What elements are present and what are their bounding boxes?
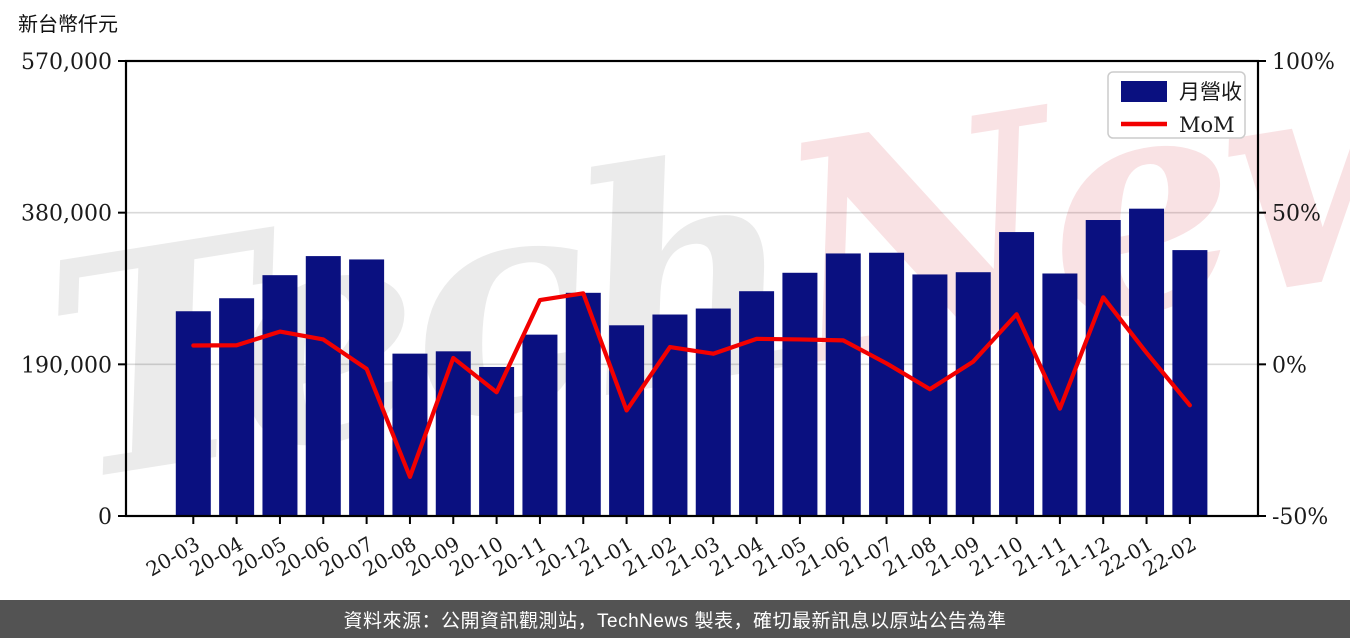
plot-border	[124, 59, 1260, 518]
revenue-bar-21-08	[912, 274, 948, 516]
legend-label-mom: MoM	[1179, 113, 1235, 137]
revenue-bar-21-04	[739, 291, 775, 516]
left-tick-label: 190,000	[21, 353, 112, 378]
revenue-mom-chart: TechNews0190,000380,000570,000-50%0%50%1…	[21, 0, 1350, 581]
revenue-bar-20-05	[262, 275, 298, 516]
right-tick-label: -50%	[1272, 505, 1328, 530]
right-tick-label: 0%	[1272, 353, 1307, 378]
left-tick-label: 570,000	[21, 50, 112, 75]
revenue-bar-21-12	[1085, 220, 1121, 516]
revenue-bar-21-05	[782, 272, 818, 516]
revenue-bar-21-06	[825, 253, 861, 516]
revenue-bar-20-11	[522, 334, 558, 516]
revenue-bar-22-02	[1172, 250, 1208, 517]
mom-line	[191, 291, 1192, 479]
legend: 月營收 MoM	[1107, 71, 1246, 139]
revenue-bar-22-01	[1129, 208, 1165, 516]
revenue-bar-21-01	[609, 325, 645, 516]
legend-swatch-bar	[1121, 81, 1167, 102]
revenue-bar-20-09	[435, 351, 471, 516]
right-tick-label: 50%	[1272, 202, 1321, 227]
revenue-bar-20-04	[219, 298, 255, 516]
revenue-bar-21-03	[695, 308, 731, 516]
footer-source-text: 資料來源：公開資訊觀測站，TechNews 製表，確切最新訊息以原站公告為準	[343, 610, 1007, 632]
revenue-bar-21-02	[652, 314, 688, 516]
left-tick-label: 0	[98, 505, 112, 530]
revenue-bar-21-07	[869, 252, 905, 517]
left-tick-label: 380,000	[21, 202, 112, 227]
y-axis-title: 新台幣仟元	[18, 12, 118, 36]
right-tick-label: 100%	[1272, 50, 1335, 75]
revenue-bar-21-09	[955, 272, 991, 516]
footer-bar: 資料來源：公開資訊觀測站，TechNews 製表，確切最新訊息以原站公告為準	[0, 600, 1350, 638]
legend-label-revenue: 月營收	[1179, 80, 1242, 104]
revenue-bar-20-08	[392, 353, 428, 516]
revenue-bar-20-03	[175, 311, 211, 516]
revenue-bar-21-11	[1042, 273, 1078, 516]
revenue-bar-20-06	[305, 256, 341, 516]
revenue-bar-21-10	[999, 232, 1035, 517]
revenue-bar-20-07	[349, 259, 385, 516]
